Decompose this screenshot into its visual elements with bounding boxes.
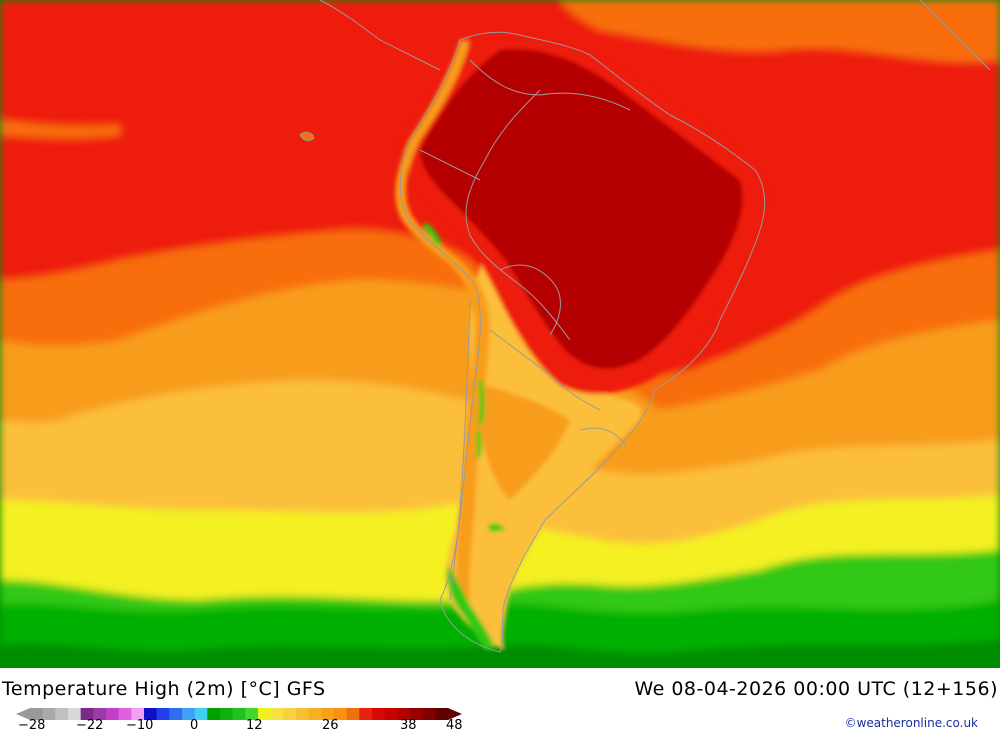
legend-color-swatch: [321, 708, 335, 720]
border-uruguay: [579, 427, 626, 446]
legend-color-swatch: [270, 708, 284, 720]
legend-color-swatch: [106, 708, 120, 720]
legend-arrow-right: [448, 708, 462, 720]
legend-color-swatch: [182, 708, 196, 720]
legend-ticks: −28 −22 −10 0 12 26 38 48: [0, 718, 500, 733]
legend-color-swatch: [93, 708, 107, 720]
map-datetime: We 08-04-2026 00:00 UTC (12+156): [634, 678, 998, 700]
country-borders: [319, 0, 991, 653]
legend-tick: −22: [76, 718, 104, 733]
legend-color-swatch: [194, 708, 208, 720]
legend-color-swatch: [384, 708, 398, 720]
border-chile: [449, 299, 471, 601]
legend-tick: 26: [322, 718, 339, 733]
legend-color-swatch: [245, 708, 259, 720]
legend-color-swatch: [435, 708, 449, 720]
land-orange-patch: [470, 380, 570, 500]
border-argentina: [489, 329, 601, 411]
map-title: Temperature High (2m) [°C] GFS: [2, 678, 326, 700]
legend-color-swatch: [80, 708, 94, 720]
legend-color-swatch: [346, 708, 360, 720]
legend-color-swatch: [220, 708, 234, 720]
legend-color-swatch: [296, 708, 310, 720]
border-colombia: [469, 59, 541, 96]
border-venezuela: [539, 92, 631, 111]
border-peru: [419, 149, 481, 181]
andes-green-3: [476, 430, 482, 458]
band-red-pacific: [0, 0, 380, 240]
land-dark-red: [420, 49, 743, 369]
legend-color-swatch: [131, 708, 145, 720]
temperature-map: [0, 0, 1000, 668]
legend-color-swatch: [169, 708, 183, 720]
color-legend: [16, 708, 462, 720]
copyright-link[interactable]: ©weatheronline.co.uk: [844, 716, 978, 730]
border-brazil-west: [465, 89, 571, 341]
legend-color-swatch: [258, 708, 272, 720]
patagonia-green-dot: [488, 523, 505, 532]
legend-color-swatch: [207, 708, 221, 720]
legend-arrow-left: [16, 708, 30, 720]
legend-color-swatch: [359, 708, 373, 720]
band-orange-pacific-strip: [0, 120, 120, 139]
border-caribbean: [919, 0, 991, 71]
legend-tick: 0: [190, 718, 199, 733]
legend-color-swatch: [308, 708, 322, 720]
patagonia-green: [447, 565, 495, 650]
title-bar: Temperature High (2m) [°C] GFS We 08-04-…: [0, 668, 1000, 708]
legend-tick: −28: [18, 718, 46, 733]
legend-color-swatch: [68, 708, 82, 720]
legend-tick: −10: [126, 718, 154, 733]
legend-color-swatch: [30, 708, 44, 720]
border-bolivia: [499, 264, 561, 336]
band-orange-top: [560, 0, 1000, 63]
legend-color-swatch: [283, 708, 297, 720]
legend-color-swatch: [334, 708, 348, 720]
legend-color-swatch: [55, 708, 69, 720]
andes-green-1: [423, 222, 442, 246]
border-central-america: [319, 0, 441, 71]
pacific-tiny-island: [299, 131, 315, 142]
legend-color-swatch: [397, 708, 411, 720]
legend-color-swatch: [156, 708, 170, 720]
coastline: [399, 31, 765, 653]
andes-green-2: [478, 380, 485, 425]
legend-color-swatch: [118, 708, 132, 720]
legend-color-swatch: [422, 708, 436, 720]
legend-color-swatch: [42, 708, 56, 720]
legend-color-swatch: [372, 708, 386, 720]
legend-color-swatch: [232, 708, 246, 720]
legend-tick: 48: [446, 718, 463, 733]
legend-tick: 38: [400, 718, 417, 733]
legend-color-swatch: [144, 708, 158, 720]
legend-color-swatch: [410, 708, 424, 720]
legend-tick: 12: [246, 718, 263, 733]
